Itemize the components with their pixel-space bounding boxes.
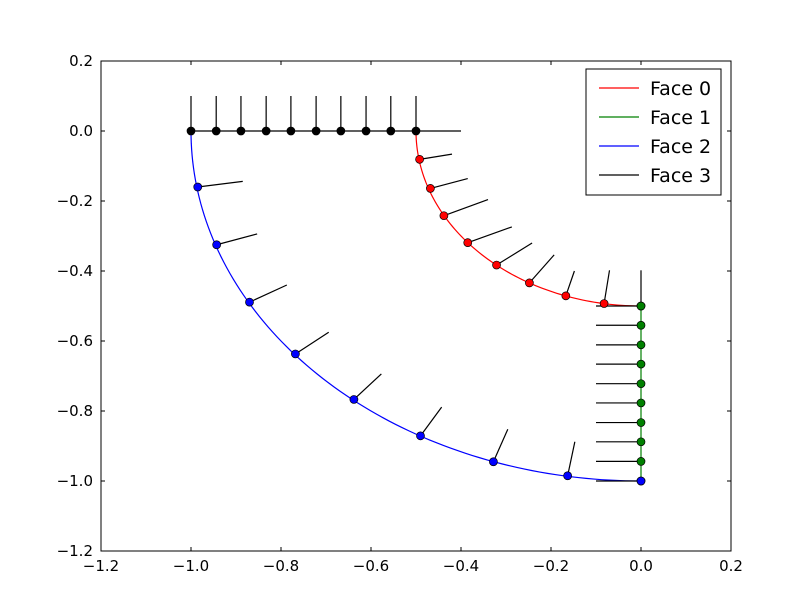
plot-area	[186, 96, 646, 486]
face-0-normal-vector	[419, 153, 453, 160]
face-3-point	[286, 126, 296, 136]
y-tick-label: 0.2	[69, 52, 93, 70]
face-0-normal-vector	[443, 199, 489, 217]
x-tick-label: 0.0	[629, 557, 653, 575]
face-3-point	[311, 126, 321, 136]
face-2-point	[349, 395, 359, 404]
face-1-point	[636, 301, 646, 311]
face-2-normal-vector	[353, 373, 382, 400]
x-tick-label: −0.4	[443, 557, 479, 575]
face-1-point	[636, 320, 646, 330]
face-1-point	[636, 359, 646, 369]
face-1-point	[636, 457, 646, 466]
y-tick-label: −1.2	[57, 542, 93, 560]
face-1-point	[636, 418, 646, 427]
face-3-point	[236, 126, 246, 136]
face-2-curve	[190, 130, 642, 482]
face-2-normal-vector	[249, 284, 288, 303]
legend-label-face-0: Face 0	[650, 78, 711, 100]
x-tick-label: 0.2	[719, 557, 743, 575]
face-1-point	[636, 379, 646, 389]
face-1-point	[636, 398, 646, 408]
face-0-point	[426, 184, 435, 193]
face-2-normal-vector	[216, 233, 258, 246]
face-2-normal-vector	[492, 428, 509, 462]
y-tick-label: −0.8	[57, 402, 93, 420]
face-0-normal-vector	[430, 178, 468, 189]
face-3-point	[211, 126, 221, 136]
face-0-point	[492, 260, 501, 270]
face-2-point	[563, 471, 573, 481]
x-tick-label: −1.0	[173, 557, 209, 575]
axis-ticks: −1.2 −1.0 −0.8 −0.6 −0.4 −0.2 0.0 0.2 0.2 0.0 −0.2…	[57, 52, 743, 575]
face-0-normal-vector	[467, 226, 513, 244]
face-2-point	[245, 297, 254, 307]
face-3-point	[186, 126, 196, 136]
face-0-normal-vector	[496, 242, 533, 266]
normal-vector-layer	[190, 96, 642, 482]
curve-layer	[190, 130, 642, 482]
face-2-point	[291, 349, 300, 359]
face-3-point	[386, 126, 396, 136]
face-2-normal-vector	[567, 441, 576, 476]
face-0-point	[599, 299, 609, 308]
face-0-point	[439, 211, 449, 221]
face-0-point	[525, 278, 534, 288]
axes-frame	[100, 60, 732, 552]
x-tick-label: −1.2	[83, 557, 119, 575]
y-tick-label: 0.0	[69, 122, 93, 140]
face-0-point	[463, 238, 473, 247]
face-2-point	[489, 457, 498, 467]
y-tick-label: −0.4	[57, 262, 93, 280]
x-tick-label: −0.6	[353, 557, 389, 575]
face-3-point	[411, 126, 421, 136]
face-0-point	[561, 291, 571, 301]
face-2-point	[193, 182, 203, 192]
face-0-normal-vector	[565, 270, 575, 297]
face-3-point	[261, 126, 271, 136]
legend: Face 0 Face 1 Face 2 Face 3	[585, 68, 722, 196]
face-3-point	[336, 126, 346, 136]
face-0-curve	[415, 130, 642, 307]
legend-label-face-1: Face 1	[650, 107, 711, 129]
face-2-normal-vector	[197, 180, 243, 188]
face-2-point	[212, 240, 221, 250]
y-tick-label: −0.2	[57, 192, 93, 210]
face-2-normal-vector	[420, 406, 443, 437]
x-tick-label: −0.2	[533, 557, 569, 575]
point-layer	[186, 126, 646, 486]
legend-box	[585, 68, 722, 196]
face-1-point	[636, 437, 646, 447]
legend-label-face-3: Face 3	[650, 165, 711, 187]
face-2-point	[636, 476, 646, 486]
face-0-point	[415, 155, 424, 164]
y-tick-label: −0.6	[57, 332, 93, 350]
face-2-point	[416, 431, 425, 441]
face-0-normal-vector	[603, 270, 611, 304]
y-tick-label: −1.0	[57, 472, 93, 490]
face-2-normal-vector	[295, 331, 330, 355]
legend-label-face-2: Face 2	[650, 136, 711, 158]
face-0-normal-vector	[528, 254, 555, 284]
x-tick-label: −0.8	[263, 557, 299, 575]
face-3-point	[361, 126, 371, 136]
face-1-point	[636, 340, 646, 350]
